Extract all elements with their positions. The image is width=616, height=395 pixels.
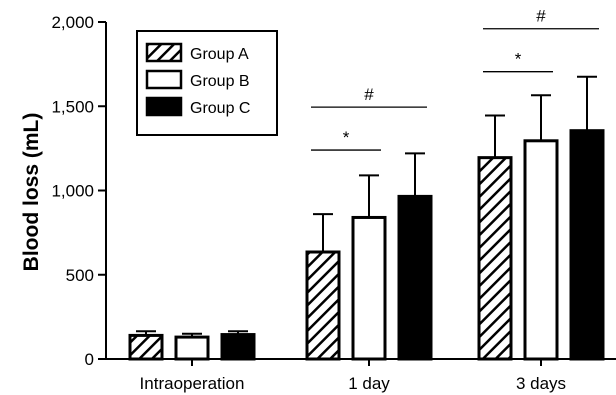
bar-group-b-1-day <box>351 215 387 361</box>
bar-group-c-intraoperation <box>220 333 256 361</box>
bar-group-b-intraoperation <box>174 335 210 361</box>
x-tick-label: Intraoperation <box>140 374 245 393</box>
bar-group-c-3-days <box>569 129 605 361</box>
bar-group-a-3-days <box>477 156 513 361</box>
y-tick-label: 0 <box>85 350 94 369</box>
legend-swatch-group-a <box>145 42 183 63</box>
significance-marker: # <box>364 85 374 104</box>
bar-group-b-3-days <box>523 139 559 361</box>
significance-marker: # <box>536 7 546 26</box>
bar-group-a-1-day <box>305 250 341 361</box>
x-tick-label: 1 day <box>348 374 390 393</box>
y-tick-label: 2,000 <box>51 13 94 32</box>
y-axis-label: Blood loss (mL) <box>20 113 43 272</box>
significance-marker: * <box>343 128 350 147</box>
legend: Group A Group B Group C <box>136 30 278 136</box>
significance-marker: * <box>515 50 522 69</box>
x-tick-label: 3 days <box>516 374 566 393</box>
legend-label-group-a: Group A <box>190 46 249 63</box>
y-tick-label: 1,000 <box>51 182 94 201</box>
legend-swatch-group-c <box>145 96 183 117</box>
plot-area: 0 500 1,000 1,500 2,000 Intraoperation 1 day 3 … <box>51 7 616 393</box>
legend-label-group-c: Group C <box>190 100 250 117</box>
y-tick-label: 500 <box>66 266 94 285</box>
bar-group-c-1-day <box>397 194 433 361</box>
bar-group-a-intraoperation <box>128 333 164 361</box>
legend-swatch-group-b <box>145 69 183 90</box>
legend-label-group-b: Group B <box>190 73 250 90</box>
y-tick-label: 1,500 <box>51 97 94 116</box>
